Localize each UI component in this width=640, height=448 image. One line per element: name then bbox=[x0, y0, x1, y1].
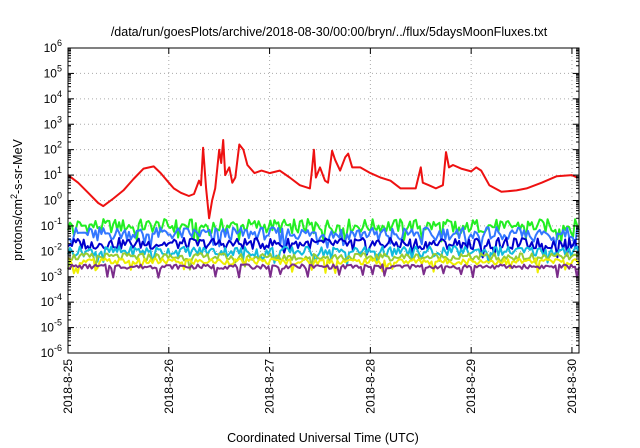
series-layer bbox=[67, 139, 580, 279]
x-tick-label: 2018-8-29 bbox=[464, 359, 478, 414]
y-tick-label: 101 bbox=[44, 165, 62, 182]
y-tick-label: 102 bbox=[44, 140, 62, 157]
x-tick-label: 2018-8-30 bbox=[565, 359, 579, 414]
y-tick-label: 105 bbox=[44, 63, 62, 80]
y-tick-label: 10-2 bbox=[41, 241, 62, 258]
y-tick-label: 106 bbox=[44, 38, 62, 55]
y-tick-label: 104 bbox=[44, 89, 62, 106]
y-tick-label: 10-4 bbox=[41, 292, 62, 309]
x-axis-label: Coordinated Universal Time (UTC) bbox=[227, 431, 419, 445]
series-line-2 bbox=[67, 226, 580, 250]
x-tick-label: 2018-8-27 bbox=[263, 359, 277, 414]
y-tick-label: 10-3 bbox=[41, 267, 62, 284]
series-line-7 bbox=[68, 263, 580, 279]
y-tick-label: 10-1 bbox=[41, 216, 62, 233]
y-axis-ticks: 10-6 10-5 10-4 10-3 10-2 10-1 100 101 102 103 104 1… bbox=[41, 38, 579, 360]
x-tick-label: 2018-8-26 bbox=[162, 359, 176, 414]
series-line-6 bbox=[67, 257, 580, 275]
x-tick-label: 2018-8-25 bbox=[61, 359, 75, 414]
x-tick-label: 2018-8-28 bbox=[363, 359, 377, 414]
chart-title: /data/run/goesPlots/archive/2018-08-30/0… bbox=[111, 25, 548, 39]
y-tick-label: 100 bbox=[44, 191, 62, 208]
y-tick-label: 10-5 bbox=[41, 318, 62, 335]
y-axis-label: protons/cm2-s-sr-MeV bbox=[9, 138, 25, 260]
y-tick-label: 103 bbox=[44, 114, 62, 131]
y-tick-label: 10-6 bbox=[41, 343, 62, 360]
series-line-0 bbox=[67, 139, 578, 220]
grid bbox=[67, 48, 579, 353]
x-axis-ticks: 2018-8-25 2018-8-26 2018-8-27 2018-8-28 2018… bbox=[61, 48, 579, 414]
